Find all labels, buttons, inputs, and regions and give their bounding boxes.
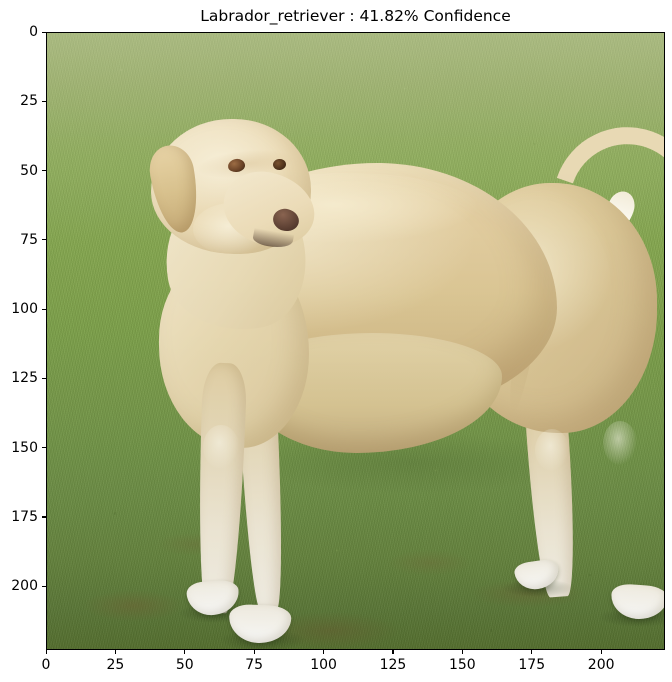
y-tick-mark (42, 447, 46, 449)
x-tick-label: 150 (448, 657, 476, 673)
x-tick-label: 75 (245, 657, 264, 673)
x-tick-mark (114, 650, 116, 654)
y-tick-label: 200 (11, 578, 38, 595)
x-tick-label: 100 (310, 657, 337, 673)
x-tick-label: 125 (379, 657, 407, 673)
page-title: Labrador_retriever : 41.82% Confidence (200, 7, 511, 25)
rear-hock-highlight-near (535, 429, 569, 471)
y-tick-label: 175 (11, 508, 38, 525)
y-tick-mark (42, 100, 46, 102)
y-tick-label: 25 (20, 93, 38, 110)
y-tick-mark (42, 170, 46, 172)
x-tick-mark (392, 650, 394, 654)
y-tick-label: 150 (11, 439, 38, 456)
dog-subject (47, 33, 664, 649)
image-plot-axes (46, 32, 665, 650)
x-tick-mark (461, 650, 463, 654)
x-tick-label: 200 (587, 657, 615, 673)
y-tick-label: 75 (20, 231, 38, 248)
y-tick-mark (42, 516, 46, 518)
x-tick-mark (184, 650, 186, 654)
y-tick-mark (42, 239, 46, 241)
x-tick-label: 50 (175, 657, 194, 673)
x-tick-mark (253, 650, 255, 654)
x-tick-mark (323, 650, 325, 654)
front-knee-highlight (203, 425, 239, 469)
y-tick-label: 100 (11, 301, 38, 318)
y-tick-mark (42, 308, 46, 310)
y-tick-mark (42, 31, 46, 33)
x-tick-mark (531, 650, 533, 654)
x-tick-label: 175 (518, 657, 546, 673)
x-tick-label: 25 (106, 657, 125, 673)
y-tick-mark (42, 585, 46, 587)
y-tick-label: 125 (11, 370, 38, 387)
front-leg-near (194, 362, 248, 614)
y-tick-label: 0 (29, 24, 38, 40)
x-tick-label: 0 (41, 657, 51, 673)
x-tick-mark (45, 650, 47, 654)
rear-hock-highlight-far (603, 421, 637, 465)
y-tick-mark (42, 377, 46, 379)
x-tick-mark (600, 650, 602, 654)
y-tick-label: 50 (20, 162, 38, 179)
